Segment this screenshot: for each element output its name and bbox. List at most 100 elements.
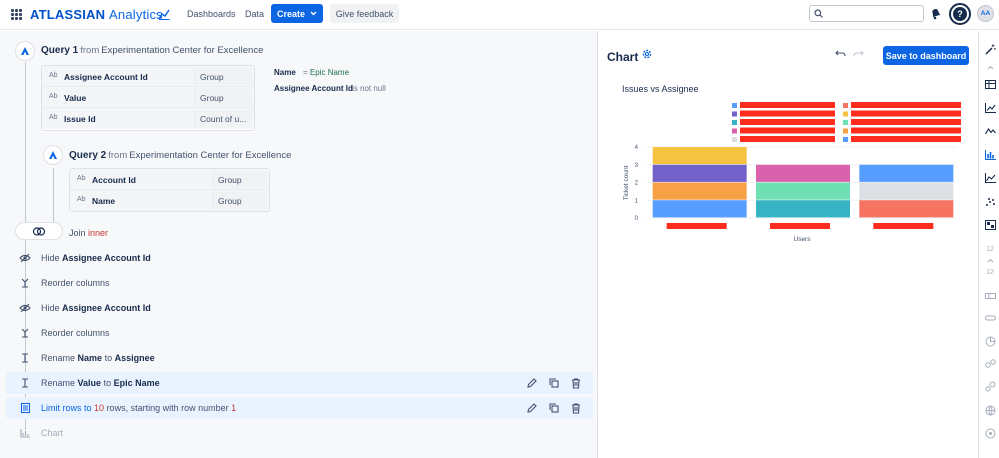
- column-aggregation[interactable]: Group: [194, 68, 252, 85]
- bar-segment: [652, 164, 747, 182]
- column-name: Value: [64, 93, 87, 103]
- step-rename-column[interactable]: Rename Value to Epic Name: [6, 372, 593, 394]
- y-tick-label: 1: [635, 198, 639, 204]
- legend-label-redacted: [740, 127, 835, 134]
- query-column-row[interactable]: Ab Account Id Group: [70, 169, 269, 190]
- bar-segment: [859, 200, 954, 218]
- query-2-title[interactable]: Query 2 from Experimentation Center for Ex…: [69, 150, 292, 161]
- edit-icon[interactable]: [525, 376, 539, 390]
- create-button[interactable]: Create: [271, 4, 323, 23]
- legend-label-redacted: [851, 102, 961, 108]
- chevron-up-small-icon[interactable]: [983, 253, 997, 267]
- chart-type-toolbar: 12 12: [978, 31, 999, 458]
- legend-swatch: [732, 120, 737, 125]
- step-hide-column[interactable]: Hide Assignee Account Id: [6, 297, 593, 319]
- query-column-row[interactable]: Ab Value Group: [42, 87, 254, 108]
- area-chart-icon[interactable]: [983, 171, 997, 185]
- undo-icon[interactable]: [835, 50, 846, 58]
- product-logo[interactable]: ATLASSIAN Analytics: [30, 7, 163, 22]
- bar-segment: [756, 200, 850, 218]
- query-1-title[interactable]: Query 1 from Experimentation Center for Ex…: [41, 45, 264, 56]
- app-switcher-icon[interactable]: [11, 9, 22, 20]
- query-column-row[interactable]: Ab Issue Id Count of u...: [42, 108, 254, 129]
- delete-icon[interactable]: [569, 401, 583, 415]
- text-cursor-icon: [16, 349, 34, 367]
- delete-icon[interactable]: [569, 376, 583, 390]
- magic-wand-icon[interactable]: [983, 42, 997, 56]
- legend-swatch: [843, 120, 848, 125]
- chevron-up-icon[interactable]: [983, 60, 997, 74]
- line-chart-icon[interactable]: [983, 101, 997, 115]
- duplicate-icon[interactable]: [547, 376, 561, 390]
- help-button[interactable]: ?: [949, 3, 971, 25]
- single-value-icon[interactable]: 12: [986, 245, 994, 253]
- step-rename-column[interactable]: Rename Name to Assignee: [6, 347, 593, 369]
- column-aggregation[interactable]: Group: [212, 192, 267, 209]
- legend-swatch: [732, 103, 737, 108]
- filter-label: Assignee Account Id: [274, 84, 353, 93]
- gear-icon[interactable]: [641, 48, 653, 60]
- legend-swatch: [843, 111, 848, 117]
- query-2-columns[interactable]: Ab Account Id Group Ab Name Group: [69, 168, 270, 212]
- nav-data[interactable]: Data: [245, 9, 265, 19]
- legend-label-redacted: [740, 110, 835, 117]
- bar-chart-icon[interactable]: [983, 148, 997, 162]
- step-reorder-columns[interactable]: Reorder columns: [6, 272, 593, 294]
- column-name: Assignee Account Id: [64, 72, 148, 82]
- legend-label-redacted: [740, 119, 835, 125]
- y-axis-label: Ticket count: [623, 165, 630, 200]
- step-reorder-columns[interactable]: Reorder columns: [6, 322, 593, 344]
- y-tick-label: 4: [635, 145, 639, 151]
- heatmap-icon[interactable]: [983, 218, 997, 232]
- trend-line-icon[interactable]: [983, 124, 997, 138]
- step-hide-column[interactable]: Hide Assignee Account Id: [6, 247, 593, 269]
- notifications-icon[interactable]: [930, 7, 942, 20]
- filter-value: = Epic Name: [303, 68, 350, 77]
- pie-chart-icon[interactable]: [983, 334, 997, 348]
- legend-swatch: [843, 103, 848, 108]
- stacked-bar-chart[interactable]: Issues vs Assignee 0 1 2 3 4 Users Ticket co…: [612, 80, 967, 245]
- text-type-icon: Ab: [49, 114, 58, 121]
- panel-divider[interactable]: [597, 31, 598, 458]
- step-chart[interactable]: Chart: [6, 422, 593, 444]
- search-input[interactable]: [809, 5, 924, 22]
- bar-segment: [859, 164, 954, 182]
- progress-icon[interactable]: [983, 311, 997, 325]
- legend-label-redacted: [851, 110, 961, 117]
- bar-segment: [859, 182, 954, 200]
- atlassian-icon: [15, 41, 35, 61]
- save-to-dashboard-button[interactable]: Save to dashboard: [883, 46, 969, 65]
- query-column-row[interactable]: Ab Assignee Account Id Group: [42, 66, 254, 87]
- nav-dashboards[interactable]: Dashboards: [187, 9, 236, 19]
- duplicate-icon[interactable]: [547, 401, 561, 415]
- avatar[interactable]: AA: [977, 5, 994, 22]
- query-column-row[interactable]: Ab Name Group: [70, 190, 269, 211]
- column-aggregation[interactable]: Count of u...: [194, 110, 252, 127]
- legend-label-redacted: [851, 127, 961, 134]
- legend-swatch: [843, 137, 848, 142]
- column-aggregation[interactable]: Group: [212, 171, 267, 188]
- bubble-chart-icon[interactable]: [983, 379, 997, 393]
- join-icon[interactable]: [15, 222, 63, 240]
- column-aggregation[interactable]: Group: [194, 89, 252, 106]
- give-feedback-button[interactable]: Give feedback: [330, 4, 399, 23]
- search-icon: [814, 9, 823, 18]
- legend-swatch: [843, 128, 848, 134]
- edit-icon[interactable]: [525, 401, 539, 415]
- map-icon[interactable]: [983, 426, 997, 440]
- y-tick-label: 0: [635, 216, 639, 222]
- step-limit-rows[interactable]: Limit rows to 10 rows, starting with row…: [6, 397, 593, 419]
- scatter-chart-icon[interactable]: [983, 195, 997, 209]
- join-step[interactable]: Join inner: [69, 228, 109, 238]
- bullet-chart-icon[interactable]: [983, 289, 997, 303]
- table-icon[interactable]: [983, 77, 997, 91]
- trend-value-icon[interactable]: 12: [986, 268, 994, 276]
- query-1-columns[interactable]: Ab Assignee Account Id Group Ab Value Gr…: [41, 65, 255, 131]
- x-tick-label-redacted: [666, 223, 727, 229]
- bar-segment: [652, 200, 747, 218]
- column-name: Account Id: [92, 175, 136, 185]
- globe-icon[interactable]: [983, 403, 997, 417]
- chart-icon: [16, 424, 34, 442]
- redo-icon[interactable]: [853, 50, 864, 58]
- funnel-chart-icon[interactable]: [983, 356, 997, 370]
